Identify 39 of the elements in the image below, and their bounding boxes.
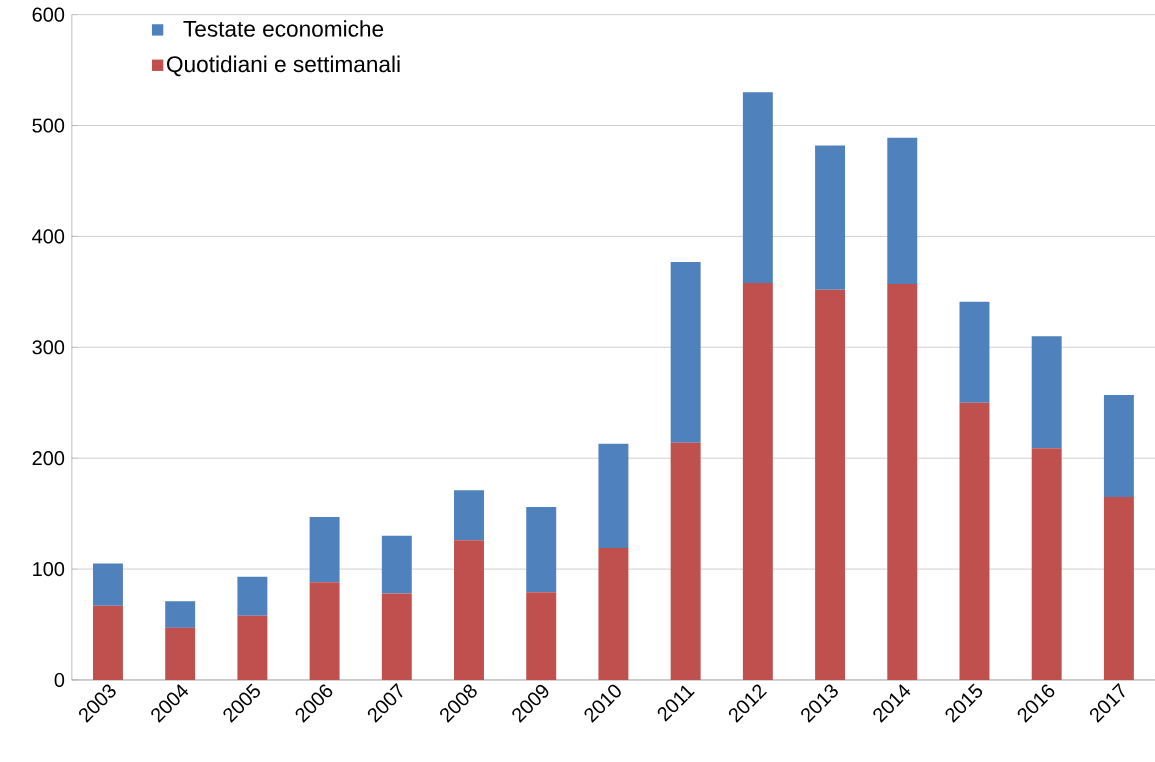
y-tick-label: 500 [32,118,65,133]
bar [1103,394,1134,497]
y-tick-label: 600 [32,7,65,22]
bar [165,627,196,680]
bar [526,592,557,680]
bar [526,506,557,593]
bar [1103,496,1134,680]
bar [92,605,123,680]
bar [237,615,268,680]
y-tick-label: 100 [33,561,65,576]
legend-label: Quotidiani e settimanali [167,55,400,77]
bar [742,92,773,283]
bar [598,547,629,680]
bar [598,443,629,548]
bar [815,145,846,290]
bar [959,402,990,680]
bar [815,289,846,680]
bar [309,582,340,680]
bar [887,283,918,680]
bar [237,576,268,616]
bar [454,490,484,541]
y-tick-label: 200 [32,450,65,466]
legend-label: Testate economiche [183,20,384,37]
bar [309,516,340,583]
y-tick-label: 300 [32,340,65,355]
bar [742,282,773,680]
bar [887,137,918,284]
y-tick-label: 400 [32,229,65,244]
bar [381,593,412,680]
bar [165,601,196,628]
bar [1031,335,1062,448]
bar [454,540,484,680]
bar [670,261,701,443]
bar [381,535,412,594]
bar [1031,447,1062,680]
bar [670,442,701,680]
y-tick-label: 0 [54,672,65,687]
bar [92,563,123,606]
bar [959,301,990,403]
